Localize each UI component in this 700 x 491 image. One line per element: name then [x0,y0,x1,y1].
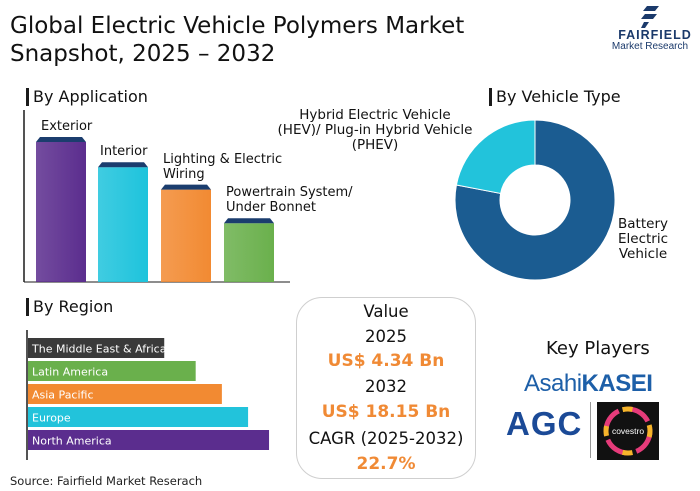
application-bar-label: Interior [100,144,147,159]
application-bar-label: Powertrain System/Under Bonnet [226,185,353,215]
region-bar [28,384,222,404]
logo-name: FAIRFIELD [618,28,692,42]
pie-label-line: (HEV)/ Plug-in Hybrid Vehicle [277,122,473,138]
value-year-2032: 2032 [365,377,407,396]
section-title-application: By Application [33,87,148,106]
application-bar-label: Exterior [41,119,92,134]
section-title-vehicle-type: By Vehicle Type [496,87,621,106]
logo-subtitle: Market Research [611,41,689,52]
application-bar [98,167,148,282]
region-bar [28,407,249,427]
region-bar [28,338,165,358]
fairfield-logo-icon [641,6,659,28]
application-bar-cap [36,137,86,142]
region-bar-label: North America [32,435,112,448]
region-bar-chart: The Middle East & Africa Latin America Asi… [26,330,270,460]
value-label: Value [363,302,409,321]
cagr-label: CAGR (2025-2032) [308,429,464,448]
asahi-text: Asahi [524,370,582,397]
application-bar [161,189,211,282]
donut-slice [455,119,615,281]
application-bar-label-line: Exterior [41,119,93,134]
section-title-region: By Region [33,297,114,316]
pie-label-line: Battery [618,216,668,232]
section-marker [26,298,29,316]
value-box: Value 2025 US$ 4.34 Bn 2032 US$ 18.15 Bn… [296,297,476,479]
covestro-text: covestro [612,426,644,436]
application-bar-chart [23,110,290,283]
application-bar-label-line: Powertrain System/ [226,185,353,201]
title-line-2: Snapshot, 2025 – 2032 [10,41,276,67]
application-bar-label-line: Interior [100,144,148,160]
logo-divider [590,402,591,458]
region-bar-label: Asia Pacific [32,389,94,402]
pie-label-line: Electric [617,231,669,247]
application-bar-label: Lighting & Electric Wiring [163,152,282,182]
application-bar-label-line: Wiring [163,166,205,182]
section-marker [489,88,492,106]
title-line-1: Global Electric Vehicle Polymers Market [10,13,465,39]
pie-label-battery: Battery Electric Vehicle [608,217,678,262]
region-bar-label: The Middle East & Africa [31,343,166,356]
application-bar [224,223,274,282]
value-year-2025: 2025 [365,327,407,346]
value-2025: US$ 4.34 Bn [327,351,445,371]
application-bar-label-line: Under Bonnet [226,200,316,216]
covestro-ring-accent [603,406,653,456]
region-bar [28,430,270,450]
pie-label-line: Hybrid Electric Vehicle [299,107,451,123]
vehicle-type-donut-chart [455,119,615,281]
cagr-value: 22.7% [356,454,416,474]
kasei-text: KASEI [581,370,653,397]
application-bar-cap [161,184,211,190]
donut-slice [455,119,536,195]
application-bar-label-line: Lighting & Electric [163,151,283,167]
region-bar-label: Europe [32,412,71,425]
application-bar-cap [224,218,274,224]
section-marker [26,88,29,106]
pie-label-line: Vehicle [618,246,668,262]
pie-label-line: (PHEV) [351,137,399,153]
application-bar [36,142,86,282]
key-players-title: Key Players [546,338,650,359]
page-title: Global Electric Vehicle Polymers Market … [10,12,510,68]
asahi-kasei-logo: AsahiKASEI [524,370,653,398]
covestro-logo: covestro [597,402,659,460]
agc-logo: AGC [506,405,583,442]
region-bar-label: Latin America [32,366,108,379]
application-bar-cap [98,162,148,168]
pie-label-hybrid: Hybrid Electric Vehicle (HEV)/ Plug-in H… [265,108,485,153]
value-2032: US$ 18.15 Bn [321,402,451,422]
source-note: Source: Fairfield Market Reserach [10,474,203,488]
region-bar [28,361,196,381]
